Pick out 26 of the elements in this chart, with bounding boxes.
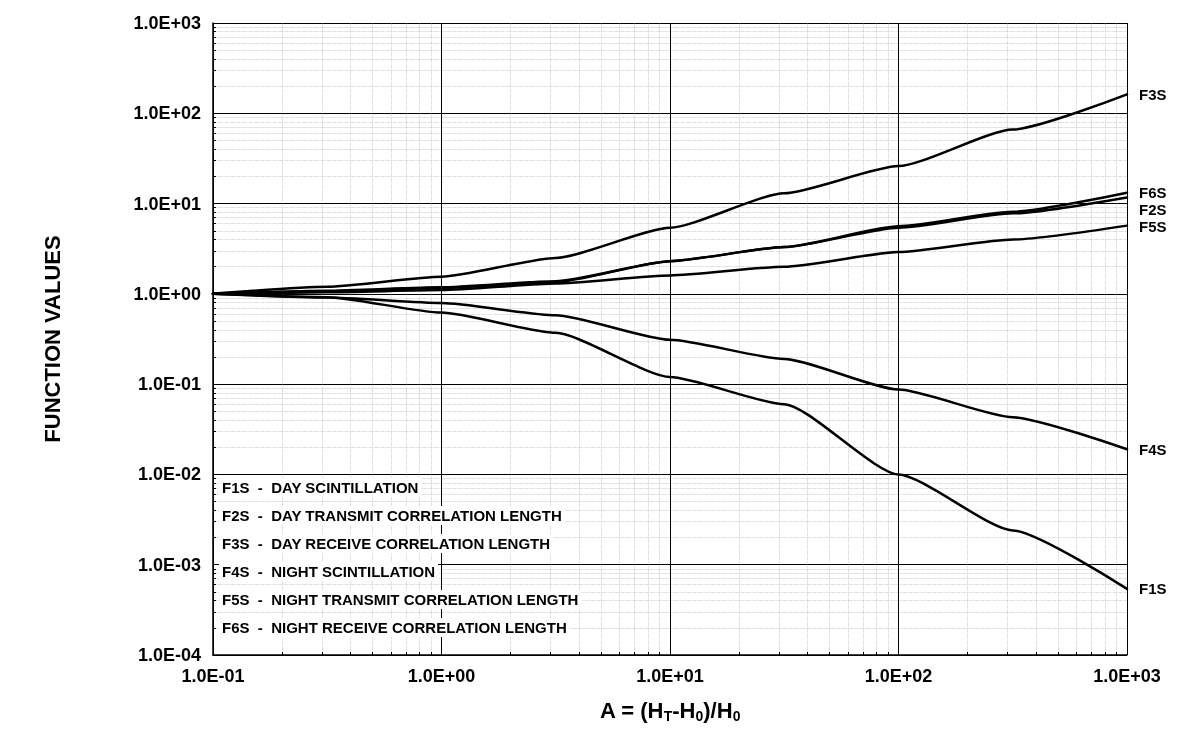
annotation: F4S - NIGHT SCINTILLATION: [222, 563, 436, 580]
series-label: F2S: [1139, 201, 1167, 219]
series-label: F5S: [1139, 218, 1167, 236]
x-tick-label: 1.0E-01: [181, 666, 245, 686]
x-tick-label: 1.0E+02: [864, 666, 933, 686]
annotation: F2S - DAY TRANSMIT CORRELATION LENGTH: [222, 507, 562, 524]
series-label: F4S: [1139, 440, 1167, 458]
y-axis-title: FUNCTION VALUES: [39, 235, 65, 443]
y-tick-label: 1.0E+00: [133, 283, 201, 304]
y-tick-label: 1.0E+03: [133, 13, 201, 33]
annotation: F6S - NIGHT RECEIVE CORRELATION LENGTH: [222, 619, 567, 636]
annotation: F1S - DAY SCINTILLATION: [222, 479, 419, 496]
x-tick-label: 1.0E+00: [407, 666, 476, 686]
y-tick-label: 1.0E+01: [133, 193, 201, 214]
series-label: F3S: [1139, 85, 1167, 103]
y-tick-label: 1.0E-02: [137, 464, 201, 485]
annotation: F3S - DAY RECEIVE CORRELATION LENGTH: [222, 535, 551, 552]
x-tick-label: 1.0E+03: [1093, 666, 1161, 686]
series-label: F6S: [1139, 184, 1167, 202]
annotation: F5S - NIGHT TRANSMIT CORRELATION LENGTH: [222, 591, 579, 608]
y-tick-label: 1.0E-04: [137, 645, 201, 665]
x-tick-label: 1.0E+01: [636, 666, 704, 686]
y-tick-label: 1.0E+02: [133, 103, 201, 124]
y-tick-label: 1.0E-03: [137, 554, 201, 575]
y-tick-label: 1.0E-01: [137, 374, 201, 395]
series-label: F1S: [1139, 580, 1167, 598]
